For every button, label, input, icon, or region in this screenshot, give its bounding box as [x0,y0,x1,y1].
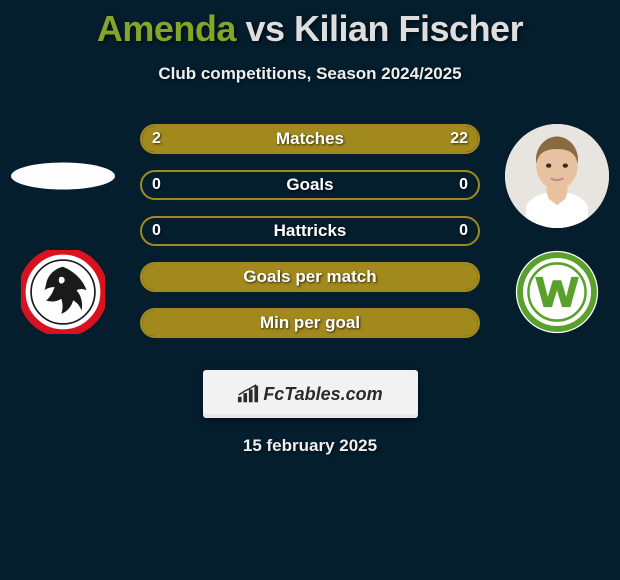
vs-text: vs [245,8,284,49]
eintracht-logo-icon [21,250,105,334]
player2-portrait-icon [505,124,609,228]
stat-label: Min per goal [142,310,478,336]
stat-label: Goals per match [142,264,478,290]
stats-area: 222Matches 00Goals 00Hattricks Goals per ma… [0,124,620,364]
player1-avatar [11,162,115,189]
stat-label: Matches [142,126,478,152]
wolfsburg-logo-icon [515,250,599,334]
comparison-title: Amenda vs Kilian Fischer [0,0,620,50]
stat-bar-row: Min per goal [140,308,480,338]
player2-avatar [505,124,609,228]
stat-bar-row: 222Matches [140,124,480,154]
stat-label: Hattricks [142,218,478,244]
watermark-badge: FcTables.com [203,370,418,418]
stat-bar-row: Goals per match [140,262,480,292]
watermark-text: FcTables.com [263,384,382,405]
stat-label: Goals [142,172,478,198]
player-left-column [8,124,118,334]
player1-name: Amenda [97,8,236,49]
player1-club-badge [21,250,105,334]
stat-bars: 222Matches 00Goals 00Hattricks Goals per ma… [140,124,480,354]
player2-club-badge [515,250,599,334]
player-right-column [502,124,612,334]
player2-name: Kilian Fischer [294,8,523,49]
subtitle: Club competitions, Season 2024/2025 [0,64,620,84]
stat-bar-row: 00Goals [140,170,480,200]
comparison-date: 15 february 2025 [0,436,620,456]
chart-icon [237,384,259,404]
stat-bar-row: 00Hattricks [140,216,480,246]
